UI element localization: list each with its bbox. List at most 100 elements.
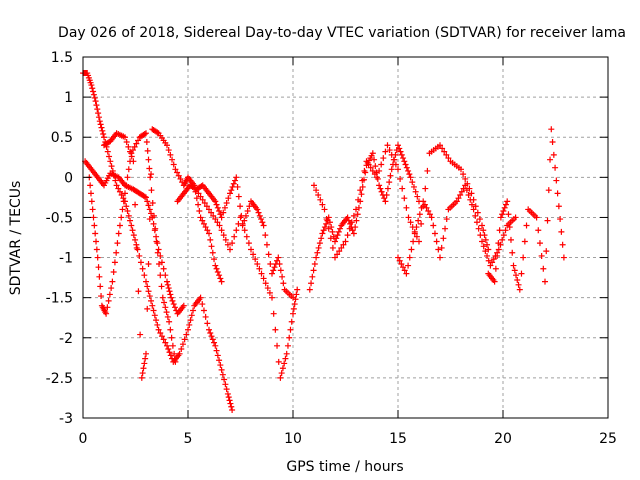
data-point <box>437 254 443 261</box>
data-point <box>445 155 452 162</box>
y-tick-label: -2 <box>59 331 73 347</box>
data-point <box>521 238 528 245</box>
data-point <box>505 211 512 218</box>
data-point <box>89 206 96 213</box>
series-satellite-track-1 <box>80 70 236 413</box>
data-point <box>319 230 326 237</box>
data-point <box>218 366 225 373</box>
data-point <box>221 204 228 211</box>
data-point <box>162 304 169 311</box>
data-point <box>317 196 324 203</box>
data-point <box>89 85 96 92</box>
data-point <box>120 198 127 205</box>
data-point <box>115 230 122 237</box>
data-point <box>118 191 125 198</box>
data-point <box>400 264 407 271</box>
data-point <box>91 94 98 101</box>
data-point <box>92 98 99 105</box>
data-point <box>163 309 170 316</box>
data-point <box>365 161 372 168</box>
data-point <box>542 278 548 285</box>
data-point <box>430 222 437 229</box>
data-point <box>147 174 154 181</box>
data-point <box>535 227 542 234</box>
data-point <box>158 333 165 340</box>
data-point <box>90 88 97 95</box>
data-point <box>207 329 214 336</box>
data-point <box>164 342 170 349</box>
data-point <box>403 204 410 211</box>
data-point <box>166 318 173 325</box>
data-point <box>369 167 376 174</box>
data-point <box>150 220 157 227</box>
data-point <box>380 155 387 162</box>
data-point <box>149 200 156 207</box>
data-point <box>511 267 518 274</box>
data-point <box>288 318 295 325</box>
data-point <box>139 370 146 377</box>
data-point <box>292 296 299 303</box>
data-point <box>129 227 136 234</box>
data-point <box>233 174 240 181</box>
data-point <box>291 301 298 308</box>
data-point <box>513 272 520 279</box>
data-point <box>499 211 506 218</box>
data-point <box>412 188 419 195</box>
data-point <box>255 209 262 216</box>
data-point <box>510 262 517 269</box>
data-point <box>212 198 219 205</box>
data-point <box>101 134 107 141</box>
data-point <box>549 139 556 146</box>
data-point <box>512 214 519 221</box>
data-point <box>107 158 114 165</box>
data-point <box>213 201 220 208</box>
data-point <box>119 206 126 213</box>
data-point <box>122 134 128 141</box>
data-point <box>421 201 428 208</box>
data-point <box>416 211 423 218</box>
data-point <box>382 148 389 155</box>
data-point <box>396 257 403 264</box>
data-point <box>381 195 388 202</box>
data-point <box>157 252 164 259</box>
data-point <box>133 140 140 147</box>
data-point <box>333 235 340 242</box>
data-point <box>543 248 550 255</box>
data-point <box>167 151 174 158</box>
data-point <box>363 158 370 165</box>
data-point <box>150 307 157 314</box>
data-point <box>100 131 107 138</box>
data-point <box>141 131 148 138</box>
data-point <box>241 217 248 224</box>
data-point <box>458 188 465 195</box>
data-point <box>168 334 175 341</box>
data-point <box>146 165 153 172</box>
series-satellite-track-10 <box>485 126 567 293</box>
data-point <box>424 167 431 174</box>
data-point <box>277 374 284 381</box>
data-point <box>376 167 383 174</box>
data-point <box>499 236 506 243</box>
data-point <box>279 365 286 372</box>
data-point <box>275 254 282 261</box>
data-point <box>175 172 182 179</box>
data-point <box>357 187 364 194</box>
data-point <box>130 158 137 165</box>
data-point <box>96 273 103 280</box>
data-point <box>187 317 194 324</box>
data-point <box>96 118 103 125</box>
series-satellite-track-7 <box>306 142 422 293</box>
data-point <box>460 171 467 178</box>
data-point <box>260 222 267 229</box>
data-points <box>80 70 567 413</box>
data-point <box>213 265 220 272</box>
data-point <box>93 238 100 245</box>
data-point <box>437 142 443 149</box>
data-point <box>228 187 235 194</box>
data-point <box>392 161 399 168</box>
data-point <box>337 225 344 232</box>
data-point <box>92 230 99 237</box>
data-point <box>442 225 449 232</box>
data-point <box>315 244 322 251</box>
data-point <box>212 342 219 349</box>
